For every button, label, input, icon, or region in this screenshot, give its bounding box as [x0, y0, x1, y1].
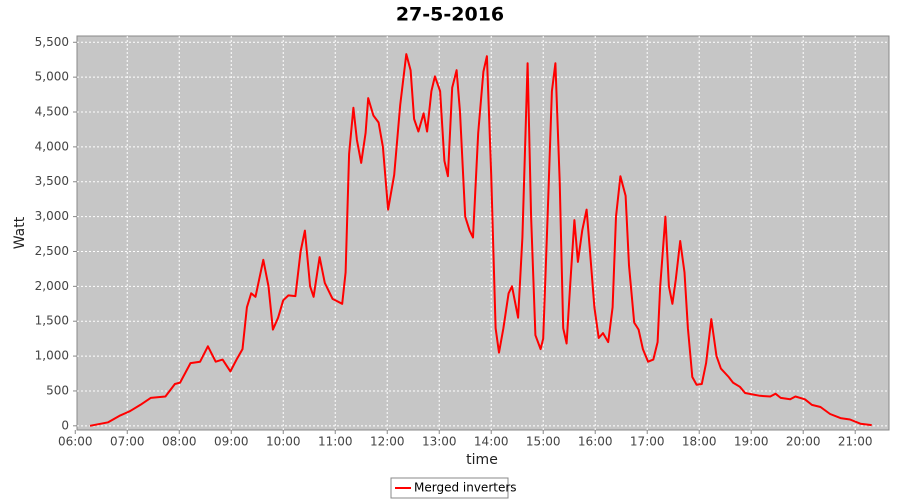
- x-tick-label: 18:00: [682, 435, 717, 449]
- y-tick-label: 2,000: [35, 279, 69, 293]
- y-tick-label: 5,000: [35, 70, 69, 84]
- x-tick-label: 10:00: [266, 435, 301, 449]
- y-tick-label: 0: [61, 418, 69, 432]
- y-tick-label: 4,500: [35, 105, 69, 119]
- x-tick-label: 06:00: [58, 435, 93, 449]
- y-tick-label: 1,000: [35, 349, 69, 363]
- y-axis-label: Watt: [12, 216, 28, 249]
- x-tick-label: 08:00: [162, 435, 197, 449]
- x-tick-label: 11:00: [318, 435, 353, 449]
- x-tick-label: 15:00: [526, 435, 561, 449]
- data-line: [89, 53, 872, 427]
- x-tick-label: 09:00: [214, 435, 249, 449]
- x-axis-label: time: [466, 452, 498, 468]
- x-tick-label: 21:00: [838, 435, 873, 449]
- x-tick-label: 16:00: [578, 435, 613, 449]
- x-tick-label: 19:00: [734, 435, 769, 449]
- y-tick-label: 3,500: [35, 174, 69, 188]
- x-tick-label: 20:00: [786, 435, 821, 449]
- y-tick-label: 5,500: [35, 35, 69, 49]
- y-tick-label: 3,000: [35, 209, 69, 223]
- y-tick-label: 4,000: [35, 139, 69, 153]
- chart-title: 27-5-2016: [396, 4, 504, 26]
- x-tick-label: 14:00: [474, 435, 509, 449]
- x-tick-label: 12:00: [370, 435, 405, 449]
- x-tick-label: 13:00: [422, 435, 457, 449]
- legend-box: [390, 477, 509, 499]
- x-tick-label: 07:00: [110, 435, 145, 449]
- plot-area: [76, 35, 890, 431]
- y-tick-label: 500: [46, 383, 69, 397]
- y-tick-label: 1,500: [35, 314, 69, 328]
- y-tick-label: 2,500: [35, 244, 69, 258]
- x-tick-label: 17:00: [630, 435, 665, 449]
- legend-label: Merged inverters: [414, 481, 517, 495]
